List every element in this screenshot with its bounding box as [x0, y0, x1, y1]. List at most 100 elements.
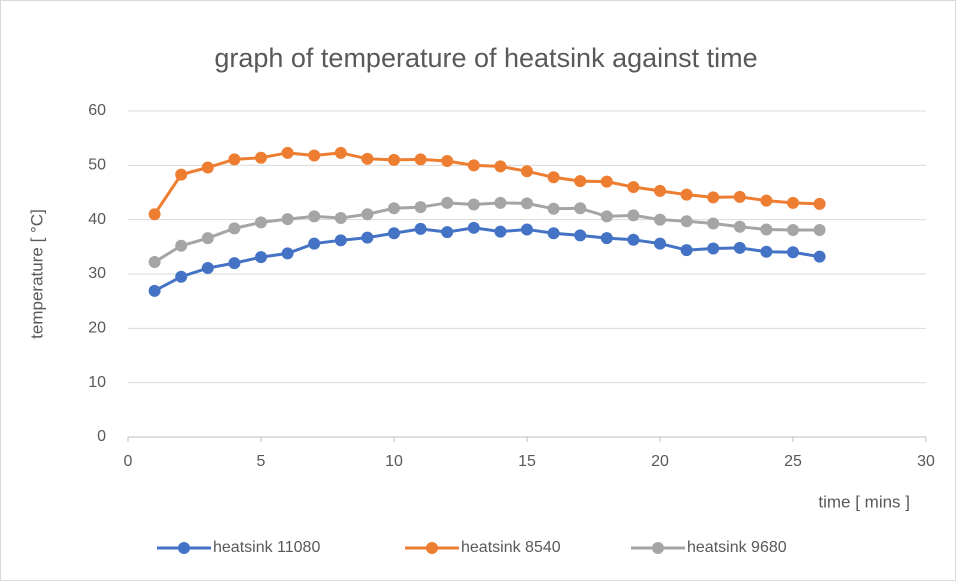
point [627, 181, 640, 194]
point [334, 212, 347, 225]
y-tick-label: 10 [88, 374, 106, 391]
point [707, 191, 720, 204]
point [707, 242, 720, 255]
point [787, 196, 799, 209]
point [494, 196, 507, 209]
point [494, 225, 507, 238]
point [680, 215, 693, 228]
y-tick-label: 60 [88, 102, 106, 119]
point [680, 188, 693, 201]
point [201, 161, 214, 174]
x-axis-label: time [ mins ] [818, 492, 910, 511]
point [334, 146, 347, 159]
legend-label: heatsink 9680 [687, 539, 787, 556]
point [627, 233, 640, 246]
point [600, 232, 613, 245]
point [654, 237, 666, 250]
point [441, 226, 454, 239]
point [388, 227, 400, 240]
point [255, 151, 267, 164]
point [148, 256, 161, 269]
point [388, 202, 400, 215]
point [201, 232, 214, 245]
point [281, 213, 294, 226]
point [308, 237, 321, 250]
chart-title: graph of temperature of heatsink against… [214, 43, 757, 73]
point [733, 241, 746, 254]
legend-marker [178, 542, 190, 554]
point [228, 153, 241, 166]
point [654, 213, 666, 226]
point [494, 160, 507, 173]
legend-marker [652, 542, 664, 554]
point [467, 198, 480, 211]
point [467, 221, 480, 234]
point [547, 227, 560, 240]
y-tick-label: 0 [97, 428, 106, 445]
point [760, 245, 773, 258]
point [627, 209, 640, 222]
point [813, 250, 826, 263]
point [521, 223, 533, 236]
point [175, 168, 188, 181]
point [175, 270, 188, 283]
point [600, 210, 613, 223]
point [787, 246, 799, 259]
point [787, 223, 799, 236]
point [414, 222, 427, 235]
y-tick-label: 20 [88, 320, 106, 337]
x-tick-label: 0 [124, 453, 133, 470]
point [813, 223, 826, 236]
y-tick-label: 40 [88, 211, 106, 228]
point [547, 202, 560, 215]
x-tick-label: 15 [518, 453, 536, 470]
legend-label: heatsink 11080 [213, 539, 320, 556]
point [707, 217, 720, 230]
point [467, 159, 480, 172]
point [574, 202, 587, 215]
y-axis-label: temperature [ °C] [27, 209, 46, 339]
point [600, 175, 613, 188]
point [733, 190, 746, 203]
point [361, 231, 374, 244]
point [201, 262, 214, 275]
point [680, 244, 693, 257]
point [574, 175, 587, 188]
point [255, 251, 267, 264]
x-tick-label: 10 [385, 453, 403, 470]
point [228, 222, 241, 235]
point [228, 257, 241, 270]
point [521, 197, 533, 210]
point [760, 194, 773, 207]
point [574, 229, 587, 242]
point [148, 208, 161, 221]
point [255, 216, 267, 229]
point [308, 210, 321, 223]
point [281, 247, 294, 260]
point [281, 146, 294, 159]
point [760, 223, 773, 236]
point [148, 284, 161, 297]
x-tick-label: 30 [917, 453, 935, 470]
legend-marker [426, 542, 438, 554]
legend-label: heatsink 8540 [461, 539, 561, 556]
point [813, 197, 826, 210]
point [733, 220, 746, 233]
x-tick-label: 25 [784, 453, 802, 470]
y-tick-label: 50 [88, 157, 106, 174]
x-tick-label: 20 [651, 453, 669, 470]
point [334, 234, 347, 247]
point [414, 201, 427, 214]
point [521, 165, 533, 178]
point [441, 154, 454, 167]
y-tick-label: 30 [88, 265, 106, 282]
x-tick-label: 5 [257, 453, 266, 470]
point [414, 153, 427, 166]
point [388, 153, 400, 166]
point [441, 196, 454, 209]
point [654, 184, 666, 197]
point [547, 171, 560, 184]
point [175, 239, 188, 252]
